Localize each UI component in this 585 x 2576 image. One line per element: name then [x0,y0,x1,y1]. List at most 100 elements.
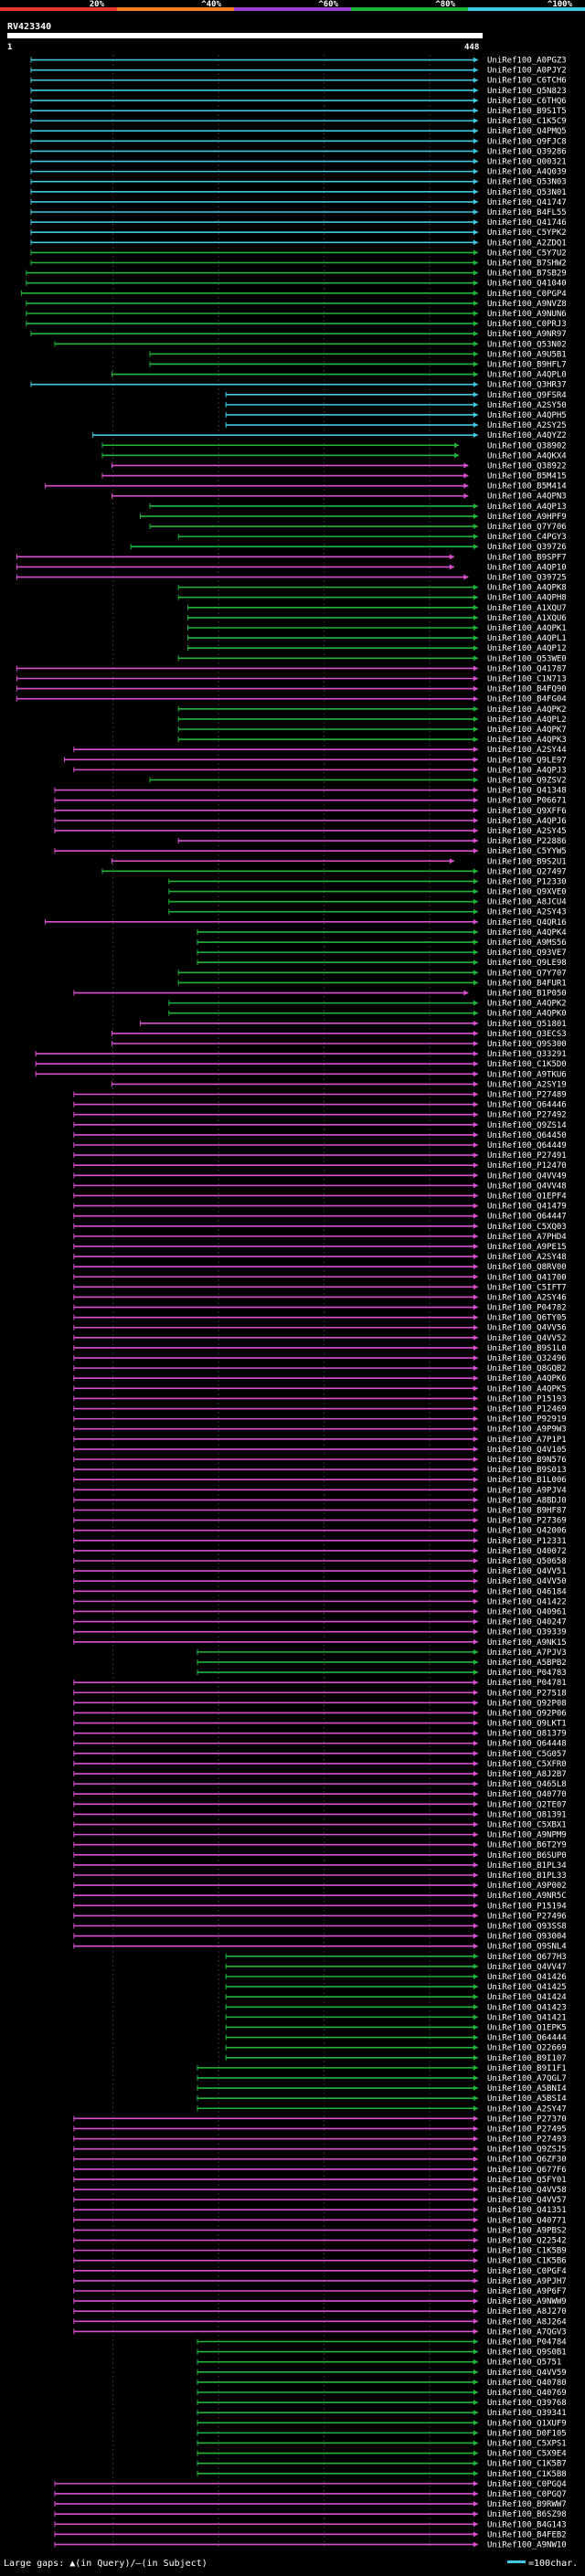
hit-id-label[interactable]: UniRef100_Q4QR16 [487,918,567,928]
hit-row[interactable]: UniRef100_Q64447 [73,1213,567,1222]
hit-row[interactable]: UniRef100_Q93SS8 [73,1923,567,1932]
hit-id-label[interactable]: UniRef100_A4QPL2 [487,716,567,725]
hit-id-label[interactable]: UniRef100_Q92P06 [487,1709,567,1718]
hit-row[interactable]: UniRef100_Q53N03 [30,178,567,187]
hit-id-label[interactable]: UniRef100_Q41348 [487,787,567,796]
hit-row[interactable]: UniRef100_B9RWW7 [54,2500,567,2509]
hit-id-label[interactable]: UniRef100_A2ZDQ1 [487,239,567,248]
hit-row[interactable]: UniRef100_C0PGF4 [73,2267,567,2276]
hit-row[interactable]: UniRef100_Q51801 [140,1020,567,1029]
hit-id-label[interactable]: UniRef100_Q4VV57 [487,2196,567,2205]
hit-id-label[interactable]: UniRef100_P12331 [487,1537,567,1546]
hit-row[interactable]: UniRef100_P12470 [73,1161,567,1171]
hit-id-label[interactable]: UniRef100_B6SZ98 [487,2510,567,2519]
hit-row[interactable]: UniRef100_C1K5B8 [197,2470,567,2479]
hit-row[interactable]: UniRef100_Q4VV51 [73,1567,567,1576]
hit-id-label[interactable]: UniRef100_Q40072 [487,1547,567,1556]
hit-id-label[interactable]: UniRef100_Q41421 [487,2013,567,2022]
hit-id-label[interactable]: UniRef100_B7SB29 [487,270,567,279]
hit-id-label[interactable]: UniRef100_B4FL55 [487,208,567,217]
hit-id-label[interactable]: UniRef100_C0PGP4 [487,290,567,299]
hit-row[interactable]: UniRef100_A2SY46 [73,1293,567,1302]
hit-row[interactable]: UniRef100_B9S1T5 [30,107,567,116]
hit-row[interactable]: UniRef100_C1K5B9 [73,2247,567,2256]
hit-id-label[interactable]: UniRef100_A4QPK7 [487,726,567,735]
hit-id-label[interactable]: UniRef100_Q40247 [487,1618,567,1627]
hit-id-label[interactable]: UniRef100_Q465L8 [487,1780,567,1789]
hit-row[interactable]: UniRef100_A4QPL1 [187,634,567,643]
hit-id-label[interactable]: UniRef100_P22886 [487,837,567,846]
hit-row[interactable]: UniRef100_C5XPS1 [197,2439,567,2448]
hit-id-label[interactable]: UniRef100_B9HFL7 [487,360,567,369]
hit-row[interactable]: UniRef100_P04784 [197,2338,567,2348]
hit-row[interactable]: UniRef100_A5BPB2 [197,1659,567,1668]
hit-row[interactable]: UniRef100_A1XQU7 [187,604,567,613]
hit-row[interactable]: UniRef100_A4QYZ2 [92,431,567,440]
hit-id-label[interactable]: UniRef100_Q41351 [487,2206,567,2215]
hit-id-label[interactable]: UniRef100_A4QYZ2 [487,431,567,440]
hit-id-label[interactable]: UniRef100_A9NR97 [487,330,567,339]
hit-row[interactable]: UniRef100_A9PJH7 [73,2277,567,2286]
hit-row[interactable]: UniRef100_Q3ECS3 [111,1030,567,1039]
hit-row[interactable]: UniRef100_A8J270 [73,2307,567,2316]
hit-row[interactable]: UniRef100_Q40780 [197,2379,567,2388]
hit-id-label[interactable]: UniRef100_P27489 [487,1091,567,1100]
hit-row[interactable]: UniRef100_Q40770 [73,1790,567,1799]
hit-id-label[interactable]: UniRef100_Q39286 [487,147,567,156]
hit-row[interactable]: UniRef100_P27496 [73,1912,567,1921]
hit-id-label[interactable]: UniRef100_Q6TY05 [487,1314,567,1323]
hit-id-label[interactable]: UniRef100_Q33291 [487,1050,567,1059]
hit-id-label[interactable]: UniRef100_Q7Y706 [487,523,567,532]
hit-id-label[interactable]: UniRef100_C1K5B9 [487,2247,567,2256]
hit-row[interactable]: UniRef100_Q7Y707 [177,969,567,978]
hit-row[interactable]: UniRef100_Q9XFF6 [54,807,567,816]
hit-row[interactable]: UniRef100_A4QPJ6 [54,817,567,826]
hit-row[interactable]: UniRef100_D0F105 [197,2429,567,2438]
hit-id-label[interactable]: UniRef100_Q00321 [487,158,567,167]
hit-id-label[interactable]: UniRef100_C5XPS1 [487,2439,567,2448]
hit-id-label[interactable]: UniRef100_B5M415 [487,472,567,482]
hit-row[interactable]: UniRef100_Q64446 [73,1101,567,1110]
hit-id-label[interactable]: UniRef100_A4QPK6 [487,1374,567,1383]
hit-row[interactable]: UniRef100_A9P9W3 [73,1426,567,1435]
hit-id-label[interactable]: UniRef100_P12470 [487,1161,567,1171]
hit-row[interactable]: UniRef100_P04781 [73,1679,567,1688]
hit-id-label[interactable]: UniRef100_Q41423 [487,2003,567,2012]
hit-row[interactable]: UniRef100_Q41422 [73,1597,567,1606]
hit-id-label[interactable]: UniRef100_A9NPM9 [487,1831,567,1840]
hit-row[interactable]: UniRef100_Q9LKT1 [73,1720,567,1729]
hit-id-label[interactable]: UniRef100_Q81379 [487,1730,567,1739]
hit-row[interactable]: UniRef100_A4QPK4 [197,928,567,938]
hit-row[interactable]: UniRef100_A4QP13 [149,503,567,512]
hit-id-label[interactable]: UniRef100_Q4VV50 [487,1577,567,1586]
hit-row[interactable]: UniRef100_A2SY45 [54,827,567,836]
hit-id-label[interactable]: UniRef100_A7P1P1 [487,1436,567,1445]
hit-id-label[interactable]: UniRef100_Q9LE98 [487,959,567,968]
hit-row[interactable]: UniRef100_A9PE15 [73,1243,567,1252]
hit-id-label[interactable]: UniRef100_Q27497 [487,867,567,876]
hit-id-label[interactable]: UniRef100_A9NR5C [487,1892,567,1901]
hit-row[interactable]: UniRef100_Q3HR37 [30,381,567,390]
hit-id-label[interactable]: UniRef100_C1N713 [487,675,567,684]
hit-row[interactable]: UniRef100_C5Y7U2 [30,249,567,258]
hit-row[interactable]: UniRef100_B4G143 [54,2520,567,2529]
hit-id-label[interactable]: UniRef100_P27369 [487,1517,567,1526]
hit-id-label[interactable]: UniRef100_A4QPK2 [487,705,567,715]
hit-id-label[interactable]: UniRef100_P12469 [487,1405,567,1415]
hit-id-label[interactable]: UniRef100_B9HF87 [487,1507,567,1516]
hit-row[interactable]: UniRef100_Q50658 [73,1557,567,1566]
hit-row[interactable]: UniRef100_A9NUN6 [26,310,567,319]
hit-id-label[interactable]: UniRef100_Q93SS8 [487,1923,567,1932]
hit-row[interactable]: UniRef100_Q4QR16 [45,918,567,928]
hit-row[interactable]: UniRef100_Q1EPF4 [73,1192,567,1201]
hit-row[interactable]: UniRef100_Q39726 [130,543,567,552]
hit-id-label[interactable]: UniRef100_A9P002 [487,1882,567,1891]
hit-row[interactable]: UniRef100_Q40072 [73,1547,567,1556]
hit-id-label[interactable]: UniRef100_Q39725 [487,574,567,583]
hit-row[interactable]: UniRef100_A8JCU4 [168,898,567,907]
hit-row[interactable]: UniRef100_A4QP12 [187,644,567,653]
hit-id-label[interactable]: UniRef100_Q53N03 [487,178,567,187]
hit-row[interactable]: UniRef100_A9HPF9 [140,513,567,522]
hit-id-label[interactable]: UniRef100_Q39726 [487,543,567,552]
hit-row[interactable]: UniRef100_C4PGY3 [177,533,567,542]
